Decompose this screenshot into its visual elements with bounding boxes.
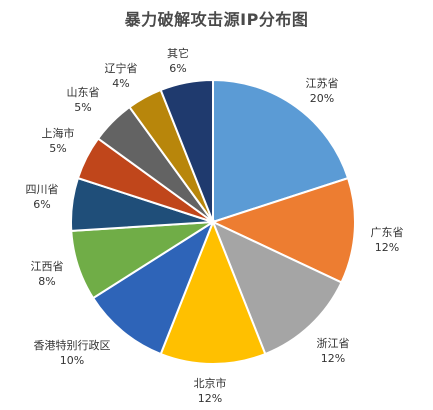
slice-hongkong-label: 香港特别行政区 [34, 338, 111, 352]
slice-jiangsu-percent: 20% [310, 92, 334, 105]
slice-zhejiang-percent: 12% [321, 352, 345, 365]
slice-hongkong-percent: 10% [60, 354, 84, 367]
slice-zhejiang [211, 220, 343, 356]
slice-beijing [159, 219, 267, 365]
slice-jiangxi-percent: 8% [38, 275, 55, 288]
slice-shandong-percent: 5% [74, 101, 91, 114]
chart-title: 暴力破解攻击源IP分布图 [124, 10, 309, 29]
slice-guangdong-percent: 12% [375, 241, 399, 254]
slice-liaoning-percent: 4% [112, 77, 129, 90]
slice-shanghai-percent: 5% [49, 142, 66, 155]
slice-other [159, 78, 214, 223]
slice-beijing-label: 北京市 [194, 376, 227, 390]
slice-shandong-label: 山东省 [67, 86, 100, 99]
slice-jiangsu-label: 江苏省 [306, 77, 339, 90]
slice-sichuan-percent: 6% [33, 198, 50, 211]
slice-other-percent: 6% [169, 62, 186, 75]
slice-zhejiang-label: 浙江省 [317, 337, 350, 350]
slice-guangdong-label: 广东省 [371, 226, 404, 239]
slice-jiangxi-label: 江西省 [31, 260, 64, 273]
slice-hongkong [91, 219, 216, 356]
slice-sichuan-label: 四川省 [26, 183, 59, 196]
slice-guangdong [210, 176, 356, 284]
slice-other-label: 其它 [167, 46, 189, 60]
slice-shanghai-label: 上海市 [42, 126, 75, 140]
slice-jiangsu [212, 78, 350, 224]
slice-liaoning-label: 辽宁省 [105, 61, 138, 75]
slice-beijing-percent: 12% [198, 392, 222, 405]
